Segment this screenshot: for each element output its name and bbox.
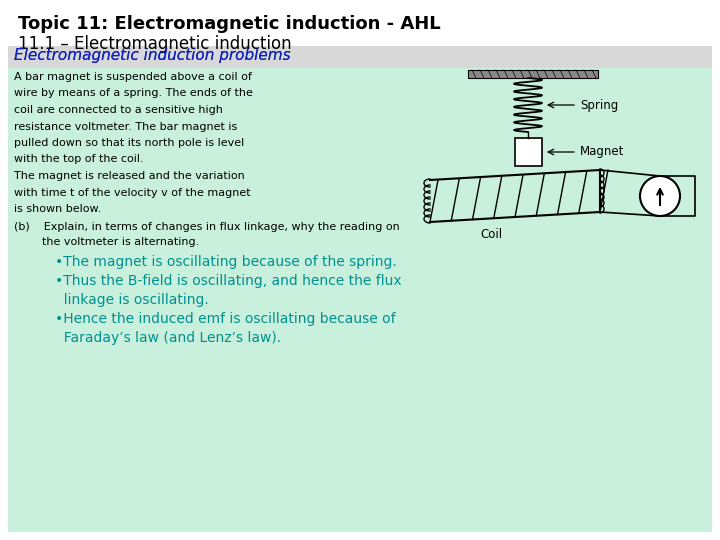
Text: Topic 11: Electromagnetic induction - AHL: Topic 11: Electromagnetic induction - AH… <box>18 15 441 33</box>
Text: Coil: Coil <box>480 228 502 241</box>
Text: the voltmeter is alternating.: the voltmeter is alternating. <box>14 237 199 247</box>
Text: linkage is oscillating.: linkage is oscillating. <box>55 293 209 307</box>
Text: wire by means of a spring. The ends of the: wire by means of a spring. The ends of t… <box>14 89 253 98</box>
Text: 11.1 – Electromagnetic induction: 11.1 – Electromagnetic induction <box>18 35 292 53</box>
Circle shape <box>640 176 680 216</box>
Text: coil are connected to a sensitive high: coil are connected to a sensitive high <box>14 105 223 115</box>
Text: •Hence the induced emf is oscillating because of: •Hence the induced emf is oscillating be… <box>55 312 395 326</box>
Bar <box>8 46 712 68</box>
Text: (b)    Explain, in terms of changes in flux linkage, why the reading on: (b) Explain, in terms of changes in flux… <box>14 222 400 232</box>
Text: resistance voltmeter. The bar magnet is: resistance voltmeter. The bar magnet is <box>14 122 238 132</box>
Text: A bar magnet is suspended above a coil of: A bar magnet is suspended above a coil o… <box>14 72 252 82</box>
Text: Electromagnetic induction problems: Electromagnetic induction problems <box>14 48 291 63</box>
Bar <box>468 70 598 78</box>
Bar <box>8 68 712 532</box>
Text: Magnet: Magnet <box>580 145 624 159</box>
Text: Faraday’s law (and Lenz’s law).: Faraday’s law (and Lenz’s law). <box>55 331 281 345</box>
Text: with time t of the velocity v of the magnet: with time t of the velocity v of the mag… <box>14 187 251 198</box>
Bar <box>515 138 542 166</box>
Text: •The magnet is oscillating because of the spring.: •The magnet is oscillating because of th… <box>55 255 397 269</box>
Text: is shown below.: is shown below. <box>14 204 102 214</box>
Text: The magnet is released and the variation: The magnet is released and the variation <box>14 171 245 181</box>
Text: Electromagnetic induction problems: Electromagnetic induction problems <box>14 48 291 63</box>
Text: •Thus the B-field is oscillating, and hence the flux: •Thus the B-field is oscillating, and he… <box>55 274 402 288</box>
Bar <box>8 46 712 68</box>
Text: Spring: Spring <box>580 98 618 111</box>
Text: pulled down so that its north pole is level: pulled down so that its north pole is le… <box>14 138 244 148</box>
Text: with the top of the coil.: with the top of the coil. <box>14 154 143 165</box>
